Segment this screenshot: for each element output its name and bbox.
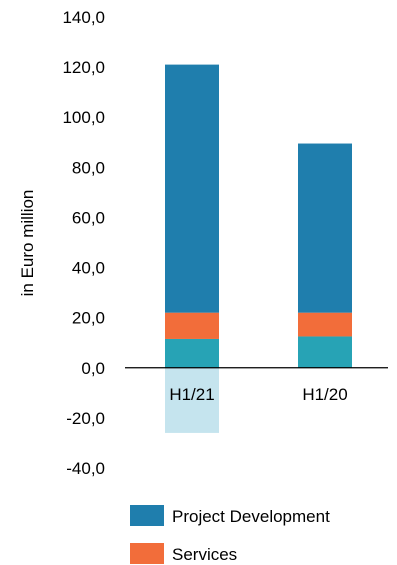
legend-label: Project Development xyxy=(172,507,330,526)
bar-segment-unlabeled-teal-1 xyxy=(165,338,219,368)
y-tick-label: 100,0 xyxy=(62,108,105,127)
y-tick-label: -20,0 xyxy=(66,409,105,428)
legend-label: Services xyxy=(172,545,237,564)
y-tick-labels: 140,0 120,0 100,0 80,0 60,0 40,0 20,0 0,0 -20,0 -… xyxy=(62,8,105,478)
y-tick-label: 80,0 xyxy=(72,158,105,177)
y-tick-label: 0,0 xyxy=(81,359,105,378)
bar-segment-unlabeled-negative-1 xyxy=(165,367,219,433)
bar-segment-services-1 xyxy=(165,312,219,339)
y-tick-label: 40,0 xyxy=(72,259,105,278)
bar-segment-project-development-1 xyxy=(165,64,219,313)
y-tick-label: 20,0 xyxy=(72,309,105,328)
bars-layer xyxy=(165,64,352,433)
bar-segment-unlabeled-teal-2 xyxy=(298,336,352,368)
bar-segment-project-development-2 xyxy=(298,143,352,313)
x-tick-labels: H1/21 H1/20 xyxy=(169,385,347,404)
legend: Project Development Services xyxy=(130,505,330,564)
bar-segment-services-2 xyxy=(298,312,352,337)
y-axis-label: in Euro million xyxy=(18,190,37,297)
x-tick-label: H1/20 xyxy=(302,385,347,404)
y-tick-label: -40,0 xyxy=(66,459,105,478)
legend-swatch xyxy=(130,505,164,526)
y-tick-label: 140,0 xyxy=(62,8,105,27)
y-tick-label: 120,0 xyxy=(62,58,105,77)
legend-swatch xyxy=(130,543,164,564)
x-tick-label: H1/21 xyxy=(169,385,214,404)
y-tick-label: 60,0 xyxy=(72,208,105,227)
